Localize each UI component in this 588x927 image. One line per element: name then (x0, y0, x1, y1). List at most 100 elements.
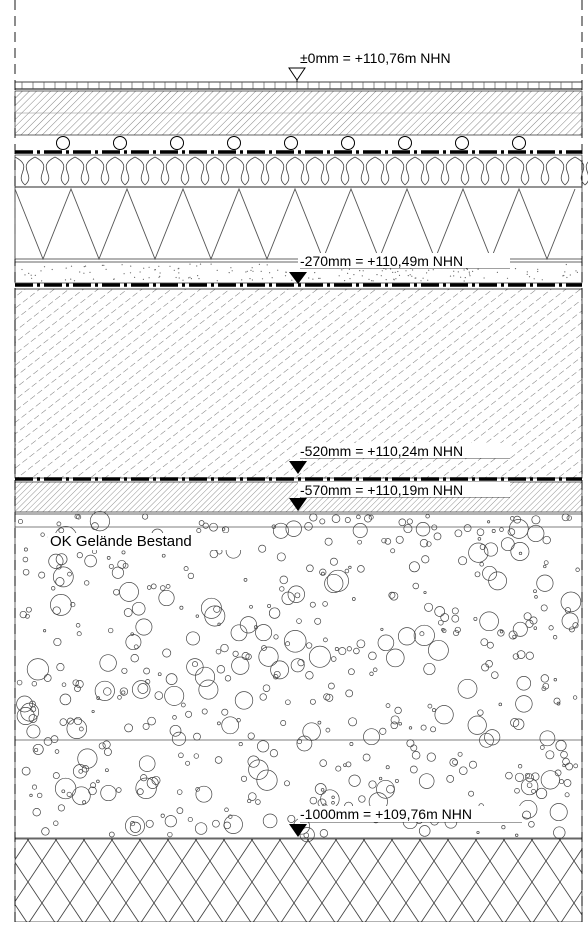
gravel-stone (480, 638, 489, 647)
gravel-stone (74, 685, 81, 692)
gravel-stone (385, 703, 391, 708)
levelling-dot (319, 277, 321, 279)
gravel-stone (512, 653, 520, 660)
levelling-dot (428, 269, 430, 271)
gravel-stone (221, 708, 229, 716)
gravel-stone (90, 782, 97, 789)
gravel-stone (331, 795, 335, 799)
levelling-dot (121, 264, 123, 266)
gravel-stone (425, 514, 430, 519)
gravel-stone (214, 756, 223, 764)
gravel-stone (348, 774, 361, 787)
gravel-stone (345, 761, 352, 768)
levelling-dot (392, 271, 394, 273)
gravel-stone (255, 624, 273, 642)
levelling-dot (228, 272, 230, 274)
levelling-dot (412, 269, 414, 271)
gravel-stone (287, 585, 305, 603)
gravel-circles (16, 511, 582, 843)
gravel-stone (491, 671, 499, 679)
gravel-stone (160, 813, 165, 818)
gravel-stone (419, 539, 429, 548)
gravel-stone (476, 830, 480, 835)
gravel-stone (481, 663, 490, 672)
gravel-stone (515, 833, 519, 837)
gravel-stone (41, 827, 50, 836)
gravel-stone (409, 765, 418, 774)
gravel-stone (100, 784, 117, 802)
levelling-dot (143, 267, 145, 269)
levelling-dot (409, 274, 411, 276)
gravel-stone (381, 537, 387, 544)
gravel-stone (314, 617, 322, 625)
gravel-stone (290, 658, 305, 673)
gravel-stone (356, 514, 361, 520)
gravel-stone (269, 749, 278, 758)
levelling-dot (169, 265, 171, 267)
levelling-dot (407, 275, 409, 277)
levelling-dot (422, 277, 424, 279)
gravel-stone (533, 589, 537, 594)
gravel-stone (258, 544, 267, 553)
gravel-stone (167, 831, 173, 838)
levelling-dot (463, 280, 465, 282)
gravel-stone (271, 524, 276, 529)
levelling-dot (566, 276, 568, 279)
gravel-stone (344, 568, 350, 574)
gravel-stone (304, 522, 313, 531)
thermal-insulation-zigzag (14, 187, 576, 261)
levelling-dot (393, 279, 395, 281)
level-label-270: -270mm = +110,49m NHN (300, 253, 463, 269)
gravel-stone (526, 782, 533, 788)
gravel-stone (193, 732, 201, 741)
gravel-stone (508, 630, 518, 640)
gravel-stone (522, 810, 532, 820)
gravel-stone (43, 629, 47, 633)
gravel-stone (270, 660, 289, 680)
gravel-stone (131, 601, 146, 616)
levelling-dot (562, 275, 564, 277)
gravel-stone (483, 542, 498, 557)
gravel-stone (305, 671, 314, 680)
gravel-stone (406, 739, 415, 748)
levelling-dot (564, 271, 566, 273)
gravel-stone (499, 527, 504, 532)
gravel-stone (338, 647, 347, 656)
gravel-stone (406, 518, 413, 525)
levelling-dot (344, 280, 346, 282)
gravel-stone (200, 597, 222, 619)
gravel-stone (130, 821, 136, 827)
gravel-stone (187, 572, 195, 580)
levelling-dot (420, 280, 422, 282)
gravel-stone (378, 776, 383, 781)
levelling-dot (84, 265, 87, 267)
levelling-dot (79, 271, 81, 273)
gravel-stone (357, 565, 365, 573)
gravel-stone (150, 583, 157, 590)
gravel-stone (454, 529, 463, 538)
gravel-stone (458, 556, 468, 566)
levelling-dot (468, 273, 471, 275)
levelling-dot (477, 268, 479, 270)
gravel-stone (223, 814, 243, 834)
gravel-stone (241, 652, 250, 660)
gravel-stone (136, 788, 144, 795)
gravel-stone (421, 555, 430, 564)
levelling-dot (250, 269, 252, 271)
gravel-stone (257, 740, 270, 753)
levelling-dot (533, 278, 535, 280)
levelling-dot (189, 263, 191, 265)
gravel-stone (543, 560, 549, 566)
levelling-dot (196, 265, 198, 267)
gravel-stone (267, 603, 272, 608)
gravel-stone (158, 589, 175, 607)
gravel-stone (457, 751, 463, 757)
gravel-stone (102, 740, 111, 749)
gravel-stone (348, 565, 352, 570)
gravel-stone (552, 635, 558, 640)
gravel-stone (234, 691, 254, 710)
gravel-stone (394, 778, 399, 783)
gravel-stone (525, 619, 534, 628)
gravel-stone (105, 768, 109, 773)
gravel-stone (54, 749, 60, 754)
